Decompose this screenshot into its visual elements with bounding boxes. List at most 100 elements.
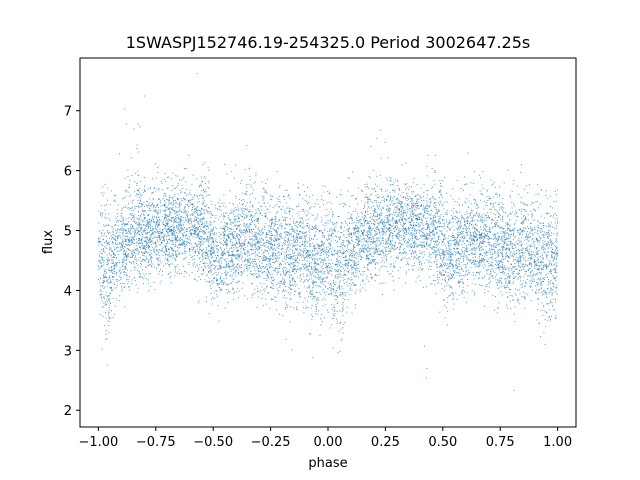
data-point — [157, 212, 159, 214]
data-point — [497, 279, 499, 281]
data-point — [454, 243, 456, 245]
data-point — [501, 266, 503, 268]
data-point — [248, 226, 250, 228]
data-point — [369, 231, 371, 233]
data-point — [107, 295, 109, 297]
data-point — [179, 201, 181, 203]
data-point — [430, 209, 432, 211]
data-point — [399, 208, 401, 210]
data-point — [545, 325, 547, 327]
data-point — [140, 248, 142, 250]
data-point — [183, 168, 185, 170]
data-point — [336, 266, 338, 268]
data-point — [274, 249, 276, 251]
data-point — [106, 243, 108, 245]
data-point — [148, 210, 150, 212]
data-point — [225, 270, 227, 272]
data-point — [109, 204, 111, 206]
data-point — [152, 192, 153, 194]
data-point — [136, 245, 138, 247]
data-point — [474, 254, 476, 256]
data-point — [248, 241, 250, 243]
data-point — [119, 250, 121, 252]
data-point — [147, 206, 149, 208]
data-point — [374, 223, 376, 225]
data-point — [215, 245, 217, 247]
data-point — [536, 230, 538, 232]
data-point — [230, 233, 232, 235]
data-point — [531, 238, 533, 240]
data-point — [355, 272, 357, 274]
data-point — [458, 258, 460, 260]
data-point — [233, 231, 235, 233]
data-point — [150, 204, 152, 206]
data-point — [245, 209, 247, 211]
data-point — [310, 206, 312, 208]
data-point — [460, 275, 462, 277]
data-point — [374, 216, 376, 218]
data-point — [284, 267, 286, 269]
data-point — [225, 240, 227, 242]
data-point — [305, 231, 307, 233]
data-point — [235, 224, 237, 226]
data-point — [514, 214, 516, 216]
data-point — [244, 259, 246, 261]
data-point — [377, 222, 379, 224]
data-point — [522, 254, 524, 256]
data-point — [316, 299, 318, 300]
data-point — [189, 230, 191, 232]
data-point — [497, 284, 499, 286]
data-point — [455, 227, 457, 229]
data-point — [142, 242, 144, 244]
data-point — [146, 252, 148, 254]
data-point — [131, 253, 133, 255]
data-point — [377, 207, 379, 209]
data-point — [105, 291, 107, 293]
data-point — [183, 227, 185, 229]
data-point — [224, 215, 226, 217]
data-point — [554, 258, 556, 260]
data-point — [413, 264, 415, 266]
data-point — [556, 262, 558, 264]
data-point — [240, 245, 242, 247]
data-point — [186, 237, 188, 239]
data-point — [284, 294, 286, 296]
data-point — [275, 218, 277, 220]
data-point — [303, 250, 305, 252]
data-point — [523, 259, 525, 261]
data-point — [164, 214, 166, 216]
data-point — [343, 251, 345, 253]
data-point — [256, 237, 258, 239]
data-point — [276, 287, 278, 289]
data-point — [323, 235, 325, 237]
data-point — [542, 242, 544, 244]
data-point — [325, 186, 327, 188]
data-point — [255, 258, 257, 260]
data-point — [319, 279, 321, 281]
data-point — [288, 258, 290, 260]
data-point — [166, 239, 168, 241]
data-point — [196, 248, 198, 250]
data-point — [204, 232, 206, 234]
data-point — [312, 290, 314, 292]
data-point — [402, 219, 404, 221]
data-point — [160, 241, 162, 243]
data-point — [528, 255, 530, 257]
data-point — [162, 270, 163, 272]
data-point — [194, 224, 196, 226]
data-point — [166, 259, 168, 261]
data-point — [509, 275, 511, 277]
data-point — [164, 234, 166, 236]
data-point — [555, 200, 557, 202]
data-point — [224, 235, 226, 237]
data-point — [137, 123, 139, 125]
data-point — [270, 242, 272, 244]
data-point — [162, 204, 164, 206]
data-point — [375, 227, 377, 229]
data-point — [471, 238, 473, 240]
data-point — [104, 241, 106, 243]
data-point — [554, 256, 555, 258]
data-point — [368, 269, 370, 271]
data-point — [328, 236, 330, 238]
